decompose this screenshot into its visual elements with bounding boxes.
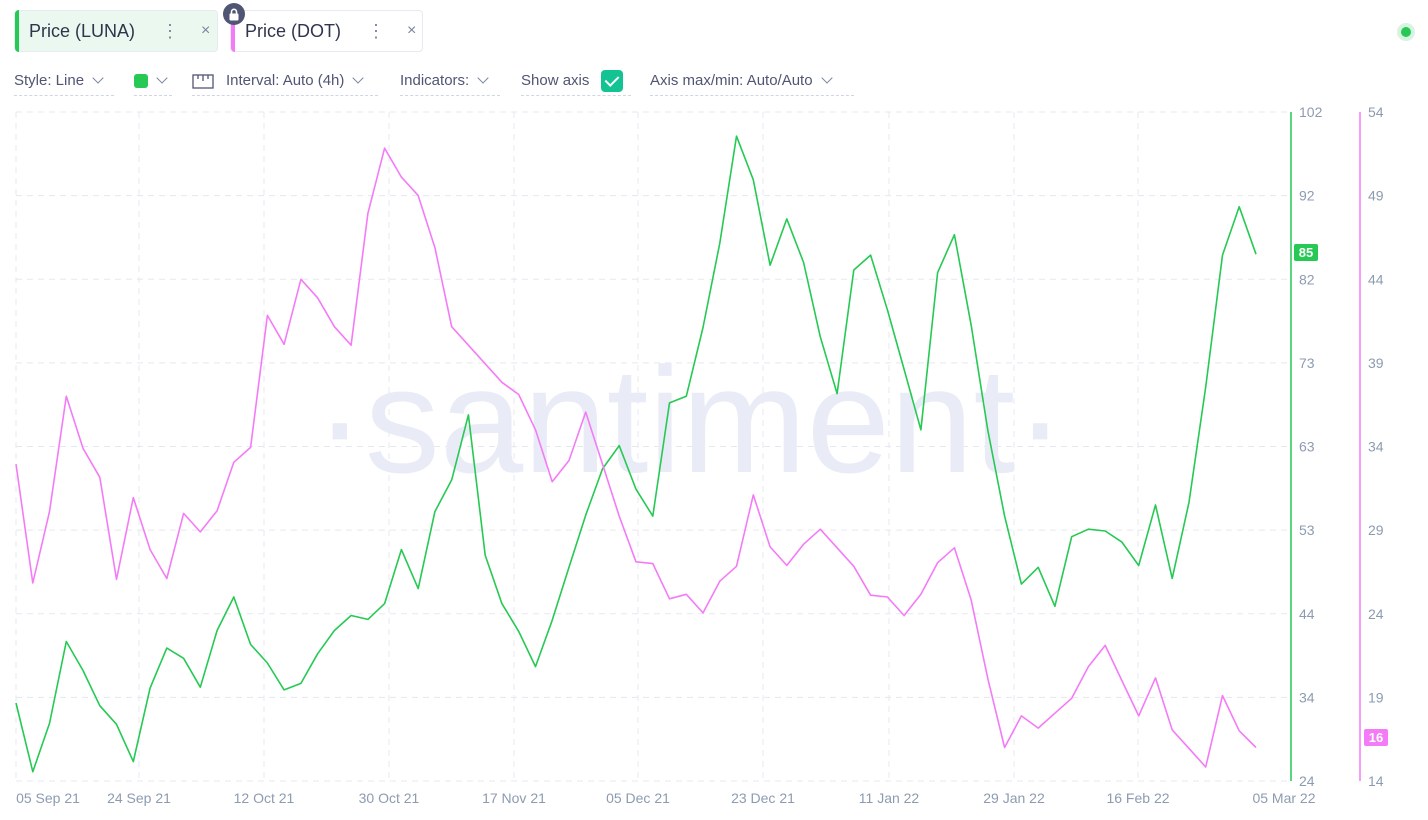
live-status-icon (1397, 23, 1415, 41)
x-tick-label: 23 Dec 21 (731, 790, 795, 806)
series-color-bar (231, 10, 235, 52)
chart-series (15, 135, 1257, 773)
dot-axis-tick: 29 (1368, 522, 1384, 538)
luna-axis-tick: 102 (1299, 104, 1323, 120)
chevron-down-icon (352, 72, 365, 84)
x-tick-label: 05 Mar 22 (1252, 790, 1315, 806)
show-axis-label: Show axis (521, 72, 590, 89)
luna-last-value-badge (1294, 244, 1318, 261)
luna-axis-tick: 82 (1299, 271, 1315, 287)
x-tick-label: 16 Feb 22 (1106, 790, 1169, 806)
more-options-icon[interactable]: ⋮ (367, 20, 385, 41)
chart-grid (15, 111, 1287, 782)
indicators-label: Indicators: (400, 72, 470, 89)
indicators-dropdown[interactable]: Indicators: (400, 66, 500, 96)
tab-label: Price (DOT) (245, 20, 341, 41)
x-tick-label: 12 Oct 21 (234, 790, 295, 806)
interval-dropdown[interactable]: Interval: Auto (4h) (192, 66, 378, 96)
style-label: Style: Line (14, 72, 85, 89)
close-icon[interactable]: × (407, 22, 417, 39)
x-tick-label: 24 Sep 21 (107, 790, 171, 806)
dot-axis-tick: 49 (1368, 188, 1384, 204)
x-tick-label: 11 Jan 22 (859, 790, 920, 806)
more-options-icon[interactable]: ⋮ (161, 20, 180, 41)
tab-price-luna[interactable]: Price (LUNA) ⋮ × (14, 10, 218, 52)
interval-label: Interval: Auto (4h) (226, 72, 345, 89)
ruler-icon (192, 73, 214, 89)
luna-axis-tick: 34 (1299, 689, 1315, 705)
dot-axis-tick: 14 (1368, 773, 1384, 789)
luna-axis-tick: 73 (1299, 355, 1315, 371)
x-tick-label: 17 Nov 21 (482, 790, 546, 806)
luna-price-line (15, 135, 1257, 773)
price-chart[interactable]: ·santiment· 05 Sep 21 24 Sep 21 12 Oct 21 3… (0, 100, 1428, 820)
last-value-label: 85 (1299, 245, 1313, 260)
show-axis-toggle[interactable]: Show axis (521, 66, 631, 96)
x-tick-label: 05 Sep 21 (16, 790, 80, 806)
x-tick-label: 30 Oct 21 (359, 790, 420, 806)
luna-axis-tick: 63 (1299, 439, 1315, 455)
dot-axis-tick: 39 (1368, 355, 1384, 371)
dot-axis-tick: 54 (1368, 104, 1384, 120)
lock-icon[interactable] (223, 3, 245, 25)
dot-axis-tick: 44 (1368, 271, 1384, 287)
chart-axes: 05 Sep 21 24 Sep 21 12 Oct 21 30 Oct 21 17 N… (16, 104, 1388, 806)
show-axis-checkbox[interactable] (601, 69, 624, 92)
color-picker[interactable] (134, 66, 172, 96)
dot-axis-tick: 19 (1368, 689, 1384, 705)
x-tick-label: 29 Jan 22 (983, 790, 1045, 806)
dot-axis-tick: 34 (1368, 439, 1384, 455)
axis-maxmin-label: Axis max/min: Auto/Auto (650, 72, 813, 89)
dot-price-line (15, 147, 1257, 768)
dot-last-value-badge (1364, 729, 1388, 746)
close-icon[interactable]: × (201, 22, 211, 39)
chevron-down-icon (820, 72, 833, 84)
series-color-bar (15, 10, 19, 52)
chevron-down-icon (156, 72, 168, 84)
chevron-down-icon (477, 72, 489, 84)
style-dropdown[interactable]: Style: Line (14, 66, 114, 96)
axis-maxmin-dropdown[interactable]: Axis max/min: Auto/Auto (650, 66, 854, 96)
luna-axis-tick: 24 (1299, 773, 1315, 789)
luna-axis-tick: 53 (1299, 522, 1315, 538)
santiment-watermark: ·santiment· (315, 336, 1065, 504)
tab-price-dot[interactable]: Price (DOT) ⋮ × (230, 10, 423, 52)
dot-axis-tick: 24 (1368, 606, 1384, 622)
tab-label: Price (LUNA) (29, 20, 136, 41)
luna-axis-tick: 92 (1299, 188, 1315, 204)
x-tick-label: 05 Dec 21 (606, 790, 670, 806)
luna-axis-tick: 44 (1299, 606, 1315, 622)
last-value-label: 16 (1369, 730, 1383, 745)
chevron-down-icon (92, 72, 104, 84)
color-swatch (134, 73, 148, 88)
